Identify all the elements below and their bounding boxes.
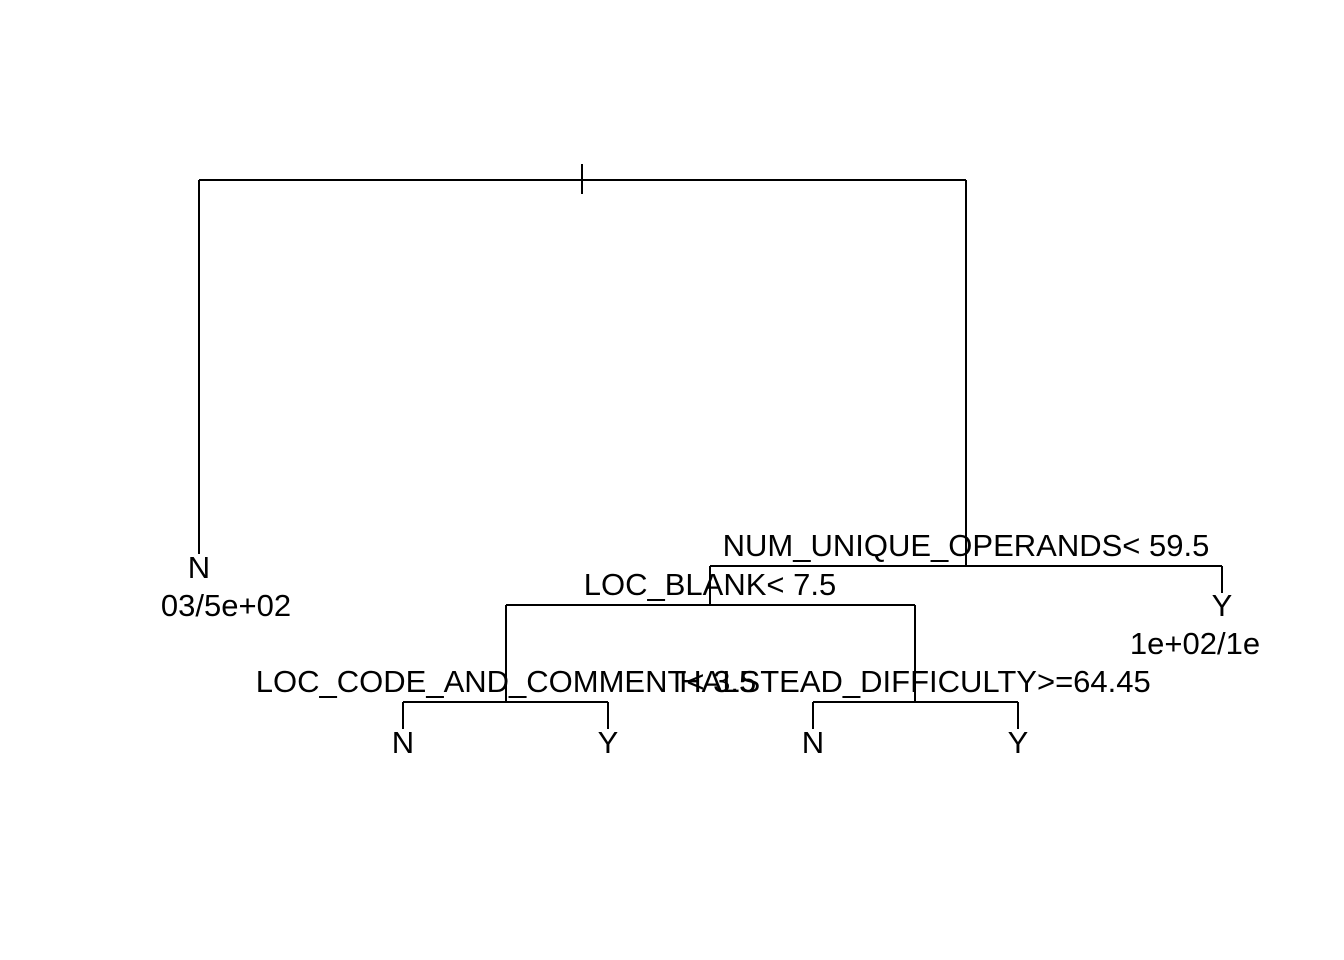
leaf-bottom-1-class: N: [392, 725, 414, 760]
leaf-right-counts: 1e+02/1e: [1130, 626, 1260, 661]
root-label-top-mask: [430, 140, 740, 178]
leaf-right-class: Y: [1212, 588, 1233, 623]
leaf-bottom-2-class: Y: [598, 725, 619, 760]
loc-code-and-comment-split-label: LOC_CODE_AND_COMMENT< 3.5: [256, 664, 756, 699]
leaf-left-class: N: [188, 550, 210, 585]
num-unique-operands-split-label: NUM_UNIQUE_OPERANDS< 59.5: [723, 528, 1210, 563]
leaf-bottom-4-class: Y: [1008, 725, 1029, 760]
halstead-difficulty-split-label: HALSTEAD_DIFFICULTY>=64.45: [679, 664, 1151, 699]
leaf-bottom-3-class: N: [802, 725, 824, 760]
loc-blank-split-label: LOC_BLANK< 7.5: [584, 567, 836, 602]
leaf-left-counts: 03/5e+02: [161, 588, 291, 623]
